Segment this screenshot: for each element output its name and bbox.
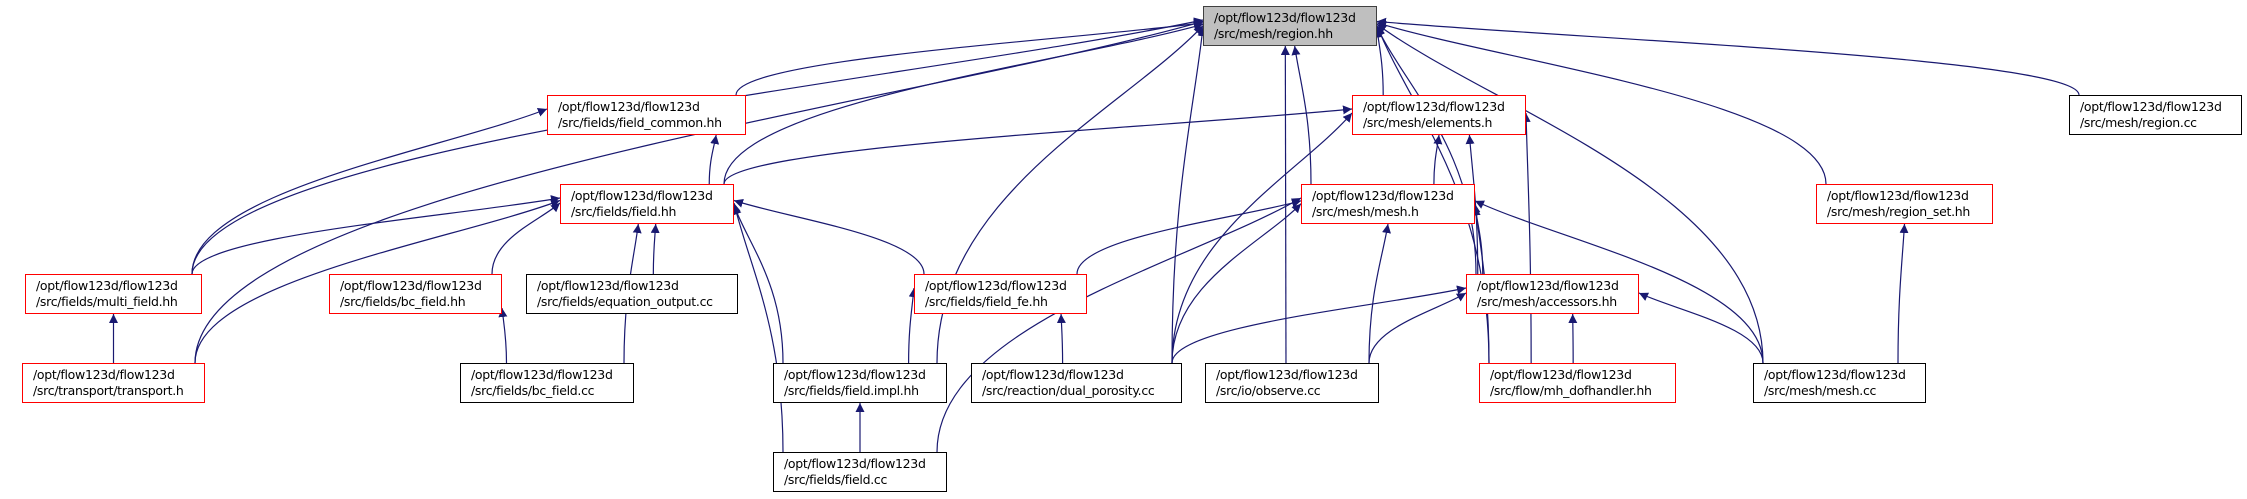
node-label-line2: /src/fields/equation_output.cc [537, 294, 713, 309]
node-label-line1: /opt/flow123d/flow123d [784, 367, 926, 382]
node-mesh-h[interactable]: /opt/flow123d/flow123d/src/mesh/mesh.h [1301, 184, 1475, 224]
node-label-line1: /opt/flow123d/flow123d [1764, 367, 1906, 382]
node-region-set[interactable]: /opt/flow123d/flow123d/src/mesh/region_s… [1816, 184, 1993, 224]
node-label-line2: /src/mesh/region_set.hh [1827, 204, 1970, 219]
node-label-line2: /src/fields/field.impl.hh [784, 383, 919, 398]
edge-field_impl-to-field_hh [732, 205, 784, 364]
edge-mesh_cc-to-mesh_h [1474, 200, 1764, 364]
edge-mesh_cc-to-region_hh [1376, 23, 1764, 364]
node-label-line2: /src/mesh/mesh.h [1312, 204, 1419, 219]
node-label-line2: /src/fields/field_fe.hh [925, 294, 1048, 309]
node-elements[interactable]: /opt/flow123d/flow123d/src/mesh/elements… [1352, 95, 1526, 135]
node-field-fe[interactable]: /opt/flow123d/flow123d/src/fields/field_… [914, 274, 1087, 314]
node-label-line1: /opt/flow123d/flow123d [1214, 10, 1356, 25]
edge-mesh_cc-to-region_set [1897, 223, 1909, 364]
node-label-line2: /src/fields/bc_field.cc [471, 383, 595, 398]
node-label-line1: /opt/flow123d/flow123d [1363, 99, 1505, 114]
edge-region_cc-to-region_hh [1376, 17, 2080, 96]
node-label-line2: /src/mesh/region.cc [2080, 115, 2197, 130]
edge-mesh_h-to-elements [1433, 134, 1443, 185]
edge-observe-to-accessors [1368, 292, 1467, 364]
node-label-line1: /opt/flow123d/flow123d [925, 278, 1067, 293]
edge-dual_porosity-to-region_hh [1171, 27, 1207, 364]
node-label-line1: /opt/flow123d/flow123d [471, 367, 613, 382]
edge-field_common-to-region_hh [735, 19, 1204, 96]
edge-field_cc-to-field_hh [731, 202, 784, 453]
node-label-line1: /opt/flow123d/flow123d [982, 367, 1124, 382]
node-label-line1: /opt/flow123d/flow123d [1216, 367, 1358, 382]
node-equation-output[interactable]: /opt/flow123d/flow123d/src/fields/equati… [526, 274, 738, 314]
node-label-line1: /opt/flow123d/flow123d [571, 188, 713, 203]
edge-equation_output-to-field_hh [650, 223, 660, 275]
node-label-line2: /src/fields/field.hh [571, 204, 677, 219]
node-dual-porosity[interactable]: /opt/flow123d/flow123d/src/reaction/dual… [971, 363, 1182, 403]
node-mesh-cc[interactable]: /opt/flow123d/flow123d/src/mesh/mesh.cc [1753, 363, 1926, 403]
edge-observe-to-mesh_h [1368, 223, 1391, 364]
node-label-line1: /opt/flow123d/flow123d [784, 456, 926, 471]
edge-multi_field-to-field_hh [191, 195, 561, 275]
node-label-line1: /opt/flow123d/flow123d [537, 278, 679, 293]
node-label-line1: /opt/flow123d/flow123d [33, 367, 175, 382]
edge-mh_dofhandler-to-elements [1521, 112, 1532, 364]
node-field-hh[interactable]: /opt/flow123d/flow123d/src/fields/field.… [560, 184, 734, 224]
edge-mesh_h-to-region_hh [1291, 45, 1312, 185]
node-label-line2: /src/fields/bc_field.hh [340, 294, 466, 309]
edge-dual_porosity-to-elements [1171, 112, 1353, 364]
node-label-line2: /src/fields/field_common.hh [558, 115, 722, 130]
node-mh-dofhandler[interactable]: /opt/flow123d/flow123d/src/flow/mh_dofha… [1479, 363, 1676, 403]
node-field-impl[interactable]: /opt/flow123d/flow123d/src/fields/field.… [773, 363, 947, 403]
edge-dual_porosity-to-field_fe [1056, 313, 1066, 364]
node-label-line1: /opt/flow123d/flow123d [1312, 188, 1454, 203]
edge-region_set-to-region_hh [1376, 21, 1827, 185]
node-label-line2: /src/mesh/mesh.cc [1764, 383, 1877, 398]
node-accessors[interactable]: /opt/flow123d/flow123d/src/mesh/accessor… [1466, 274, 1639, 314]
node-label-line2: /src/io/observe.cc [1216, 383, 1321, 398]
node-label-line1: /opt/flow123d/flow123d [1490, 367, 1632, 382]
node-label-line2: /src/flow/mh_dofhandler.hh [1490, 383, 1652, 398]
edge-bc_field_hh-to-field_hh [491, 202, 561, 275]
edge-field_cc-to-mesh_h [936, 197, 1302, 453]
edge-field_hh-to-elements [723, 105, 1353, 185]
edge-dual_porosity-to-accessors [1171, 285, 1467, 364]
node-label-line1: /opt/flow123d/flow123d [558, 99, 700, 114]
edge-bc_field_cc-to-bc_field_hh [498, 307, 508, 364]
node-label-line2: /src/mesh/region.hh [1214, 26, 1333, 41]
node-label-line2: /src/transport/transport.h [33, 383, 184, 398]
node-transport[interactable]: /opt/flow123d/flow123d/src/transport/tra… [22, 363, 205, 403]
node-bc-field-hh[interactable]: /opt/flow123d/flow123d/src/fields/bc_fie… [329, 274, 502, 314]
node-label-line1: /opt/flow123d/flow123d [1827, 188, 1969, 203]
node-field-common[interactable]: /opt/flow123d/flow123d/src/fields/field_… [547, 95, 746, 135]
edge-transport-to-region_hh [194, 19, 1204, 364]
edge-accessors-to-region_hh [1376, 26, 1477, 275]
node-label-line2: /src/fields/field.cc [784, 472, 888, 487]
node-multi-field[interactable]: /opt/flow123d/flow123d/src/fields/multi_… [25, 274, 202, 314]
edge-mh_dofhandler-to-mesh_h [1471, 203, 1490, 364]
node-label-line1: /opt/flow123d/flow123d [36, 278, 178, 293]
node-observe[interactable]: /opt/flow123d/flow123d/src/io/observe.cc [1205, 363, 1379, 403]
node-label-line1: /opt/flow123d/flow123d [340, 278, 482, 293]
node-label-line2: /src/reaction/dual_porosity.cc [982, 383, 1155, 398]
edge-multi_field-to-field_common [191, 108, 548, 275]
edge-field_impl-to-field_fe [908, 287, 918, 364]
edge-transport-to-field_hh [194, 199, 561, 364]
edge-field_hh-to-region_hh [723, 22, 1204, 185]
edge-field_fe-to-field_hh [733, 198, 925, 275]
node-region-cc[interactable]: /opt/flow123d/flow123d/src/mesh/region.c… [2069, 95, 2242, 135]
node-region-hh[interactable]: /opt/flow123d/flow123d/src/mesh/region.h… [1203, 6, 1377, 46]
node-label-line2: /src/mesh/elements.h [1363, 115, 1493, 130]
node-label-line1: /opt/flow123d/flow123d [2080, 99, 2222, 114]
edge-dual_porosity-to-mesh_h [1171, 203, 1302, 364]
node-label-line1: /opt/flow123d/flow123d [1477, 278, 1619, 293]
node-label-line2: /src/mesh/accessors.hh [1477, 294, 1617, 309]
node-label-line2: /src/fields/multi_field.hh [36, 294, 178, 309]
edge-mesh_cc-to-accessors [1638, 292, 1764, 364]
node-field-cc[interactable]: /opt/flow123d/flow123d/src/fields/field.… [773, 452, 947, 492]
node-bc-field-cc[interactable]: /opt/flow123d/flow123d/src/fields/bc_fie… [460, 363, 634, 403]
edge-field_hh-to-field_common [708, 134, 720, 185]
edge-field_fe-to-mesh_h [1076, 198, 1302, 275]
